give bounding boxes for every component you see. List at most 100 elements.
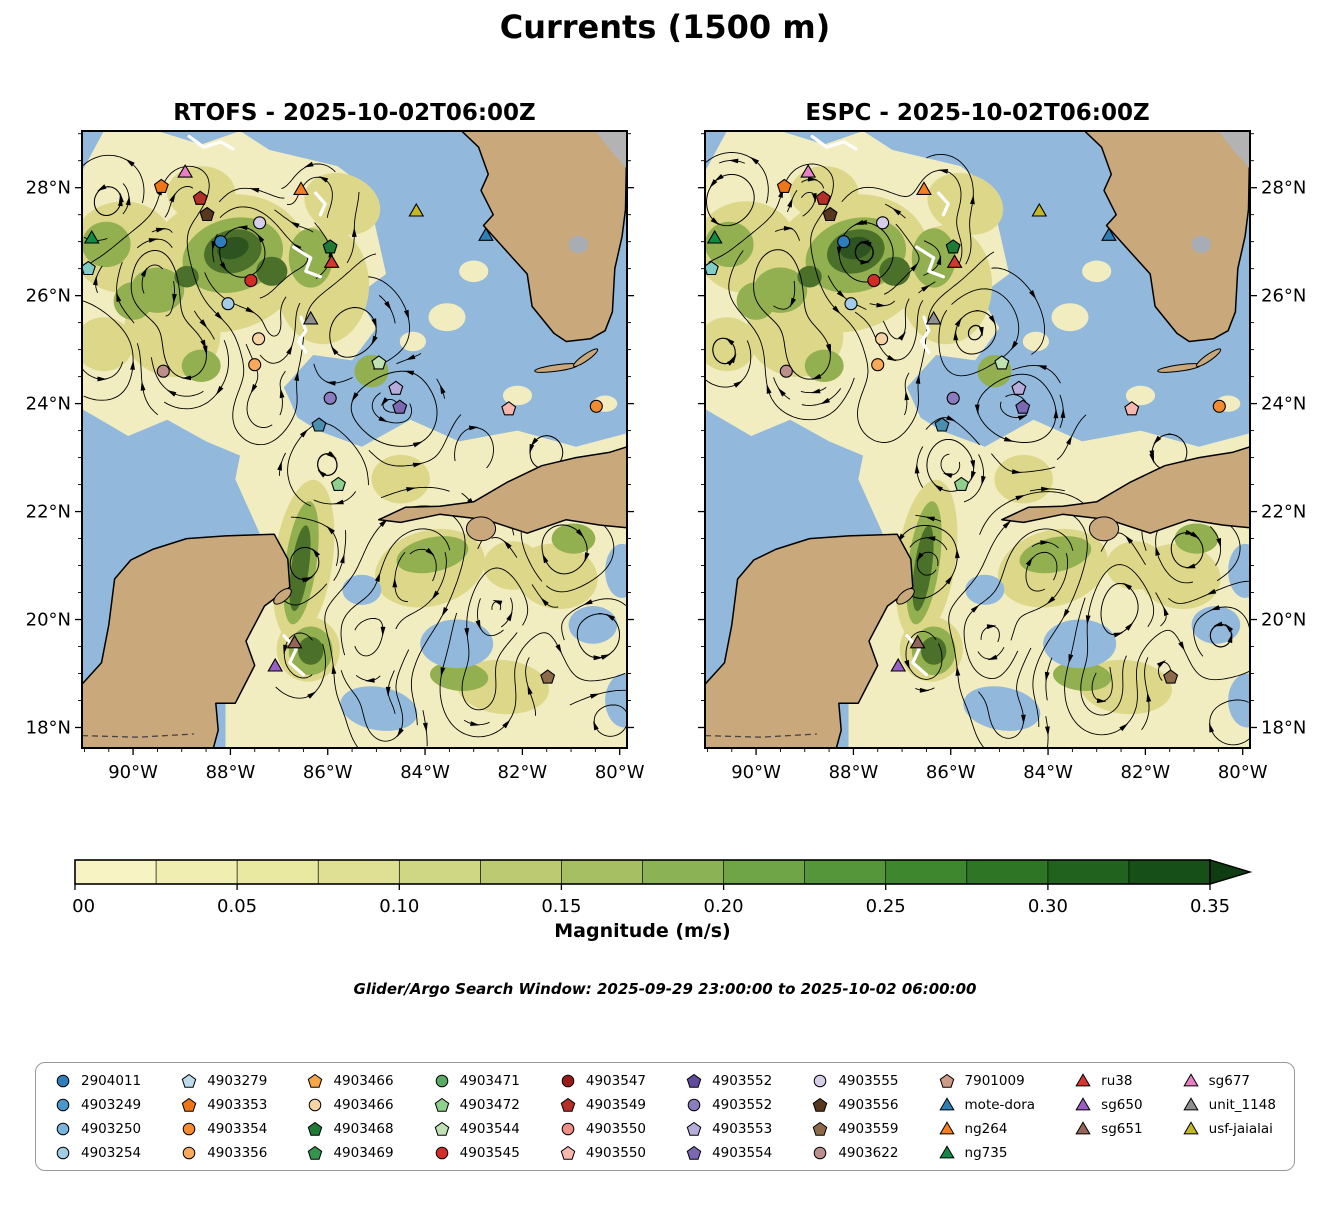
triangle-marker-icon [1075,1120,1091,1134]
legend-item-label: 4903279 [207,1072,268,1089]
y-tick-label: 22°N [1261,502,1306,523]
legend-item: 4903556 [811,1093,898,1116]
platform-marker-4903353 [153,178,169,193]
legend-item-label: 4903559 [838,1120,899,1137]
legend-item-label: 4903552 [712,1096,773,1113]
pentagon-marker-icon [686,1073,702,1088]
glider-track [292,245,322,279]
legend-item-label: 4903550 [585,1120,646,1137]
platform-marker-4903472 [330,476,346,491]
triangle-marker-icon [1075,1072,1091,1086]
colorbar-tick-label: 0.20 [704,896,744,916]
legend-item-label: mote-dora [964,1096,1036,1113]
legend-item: 4903554 [685,1141,772,1164]
platform-marker-sg651 [909,634,926,649]
circle-marker-icon [182,1122,196,1135]
legend-item-label: sg650 [1101,1096,1143,1113]
platform-marker-unit_1148 [302,310,319,325]
legend-item: 4903622 [811,1141,898,1164]
platform-marker-4903545 [244,273,258,288]
platform-marker-mote-dora [478,227,494,241]
pentagon-marker-icon [434,1097,449,1112]
axis-labels: 90°W 88°W 86°W 84°W 82°W 80°W 18°N 20°N 22°N 24°N… [26,178,645,783]
legend-item-label: 2904011 [81,1072,142,1089]
platform-marker-ng264 [293,181,309,195]
pentagon-marker-icon [813,1097,828,1112]
rtofs-panel-title: RTOFS - 2025-10-02T06:00Z [173,100,536,126]
triangle-marker-icon [938,1096,955,1110]
legend-item: 2904011 [54,1069,141,1092]
legend-item-label: unit_1148 [1208,1096,1276,1113]
legend-item-label: sg677 [1208,1072,1251,1089]
colorbar-tick-label: 0.35 [1190,896,1230,916]
circle-marker-icon [687,1098,701,1111]
legend-column: 2904011 4903249 4903250 4903254 [54,1069,141,1164]
y-tick-label: 24°N [26,394,71,415]
circle-marker-icon [435,1074,448,1087]
platform-marker-4903249 [934,417,950,432]
legend-column: 4903547 4903549 4903550 4903550 [559,1069,646,1164]
circle-marker-icon [814,1146,827,1159]
legend-column: 4903471 4903472 4903544 4903545 [433,1069,520,1164]
axis-labels: 90°W 88°W 86°W 84°W 82°W 80°W 18°N 20°N 22°N 24°N… [731,178,1306,783]
glider-track [187,134,235,151]
platform-marker-4903545 [867,273,881,288]
legend-item-label: sg651 [1101,1120,1143,1137]
triangle-marker-icon [1075,1096,1091,1110]
legend-item: 4903550 [559,1141,646,1164]
legend-item: 7901009 [938,1069,1036,1092]
axis-ticks [75,133,634,755]
legend-column: ru38 sg650 sg651 [1074,1069,1143,1164]
colorbar-label: Magnitude (m/s) [554,920,731,942]
platform-marker-4903354 [1212,399,1226,413]
legend-item: 4903559 [811,1117,898,1140]
platform-marker-4903553 [1011,380,1027,395]
legend-item: 4903472 [433,1093,520,1116]
pentagon-marker-icon [308,1073,323,1088]
circle-marker-icon [182,1146,196,1159]
platform-marker-4903468 [322,239,338,254]
legend-column: 7901009 mote-dora ng264 ng735 [938,1069,1036,1164]
search-window-text: Glider/Argo Search Window: 2025-09-29 23… [353,980,977,998]
legend-item: 4903544 [433,1117,520,1140]
glider-track [282,634,305,677]
legend-item-label: 4903544 [459,1120,520,1137]
legend-item: 4903254 [54,1141,141,1164]
platform-marker-sg650 [267,657,284,672]
platform-marker-4903468 [945,239,961,254]
platform-marker-sg650 [890,657,907,672]
y-tick-label: 20°N [1261,610,1306,631]
glider-track [937,191,950,217]
map-frame [704,130,1251,749]
markers-layer [82,164,603,684]
platform-marker-4903544 [371,355,387,370]
colorbar-tick-label: 0.15 [541,896,581,916]
circle-marker-icon [56,1098,70,1111]
legend-item-label: 7901009 [964,1072,1025,1089]
platform-marker-4903559 [1163,669,1179,684]
glider-track [905,634,928,677]
legend-item: 4903549 [559,1093,646,1116]
pentagon-marker-icon [686,1145,702,1160]
legend-item: 4903545 [433,1141,520,1164]
legend-item: 4903552 [685,1093,772,1116]
platform-marker-4903354 [589,399,603,413]
platform-marker-4903549 [815,190,831,205]
platform-marker-4903622 [779,364,793,378]
platform-marker-4903472 [953,476,969,491]
platform-marker-unit_1148 [925,310,942,325]
colorbar-tick-label: 0.05 [217,896,257,916]
platform-marker-4903553 [388,380,404,395]
colorbar-tick-label: 0.30 [1028,896,1068,916]
legend-item-label: 4903356 [207,1144,268,1161]
legend-item-label: 4903466 [333,1072,394,1089]
yucatan-landmass [705,533,914,748]
land-layer [705,131,1250,748]
legend-item-label: 4903550 [585,1144,646,1161]
circle-marker-icon [435,1146,448,1159]
x-tick-label: 86°W [303,762,353,783]
circle-marker-icon [56,1074,70,1087]
platform-marker-4903549 [192,190,208,205]
legend-item-label: 4903554 [712,1144,773,1161]
